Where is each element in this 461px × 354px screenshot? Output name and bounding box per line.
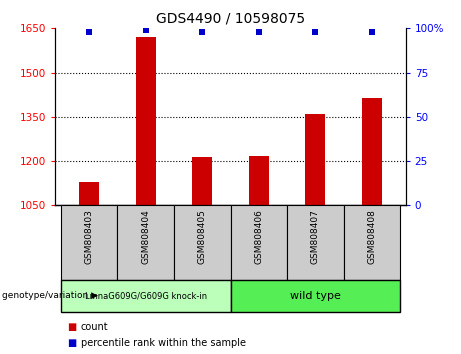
Bar [174,205,230,280]
Text: percentile rank within the sample: percentile rank within the sample [81,338,246,348]
Text: GSM808403: GSM808403 [85,209,94,264]
Bar [305,114,325,205]
Bar [249,156,269,205]
Text: GSM808405: GSM808405 [198,209,207,264]
Bar [230,280,400,312]
Bar [79,182,99,205]
Text: ■: ■ [67,322,76,332]
Bar [230,205,287,280]
Text: count: count [81,322,108,332]
Text: wild type: wild type [290,291,341,301]
Point [142,27,149,33]
Point [368,29,375,35]
Text: ■: ■ [67,338,76,348]
Text: GSM808404: GSM808404 [141,209,150,264]
Bar [118,205,174,280]
Text: GSM808406: GSM808406 [254,209,263,264]
Bar [192,156,212,205]
Text: GSM808407: GSM808407 [311,209,320,264]
Bar [61,280,230,312]
Title: GDS4490 / 10598075: GDS4490 / 10598075 [156,12,305,26]
Bar [287,205,343,280]
Bar [61,205,118,280]
Text: GSM808408: GSM808408 [367,209,376,264]
Point [199,29,206,35]
Point [255,29,262,35]
Bar [343,205,400,280]
Text: LmnaG609G/G609G knock-in: LmnaG609G/G609G knock-in [85,291,207,300]
Point [86,29,93,35]
Bar [362,98,382,205]
Point [312,29,319,35]
Text: genotype/variation ▶: genotype/variation ▶ [2,291,98,300]
Bar [136,37,156,205]
